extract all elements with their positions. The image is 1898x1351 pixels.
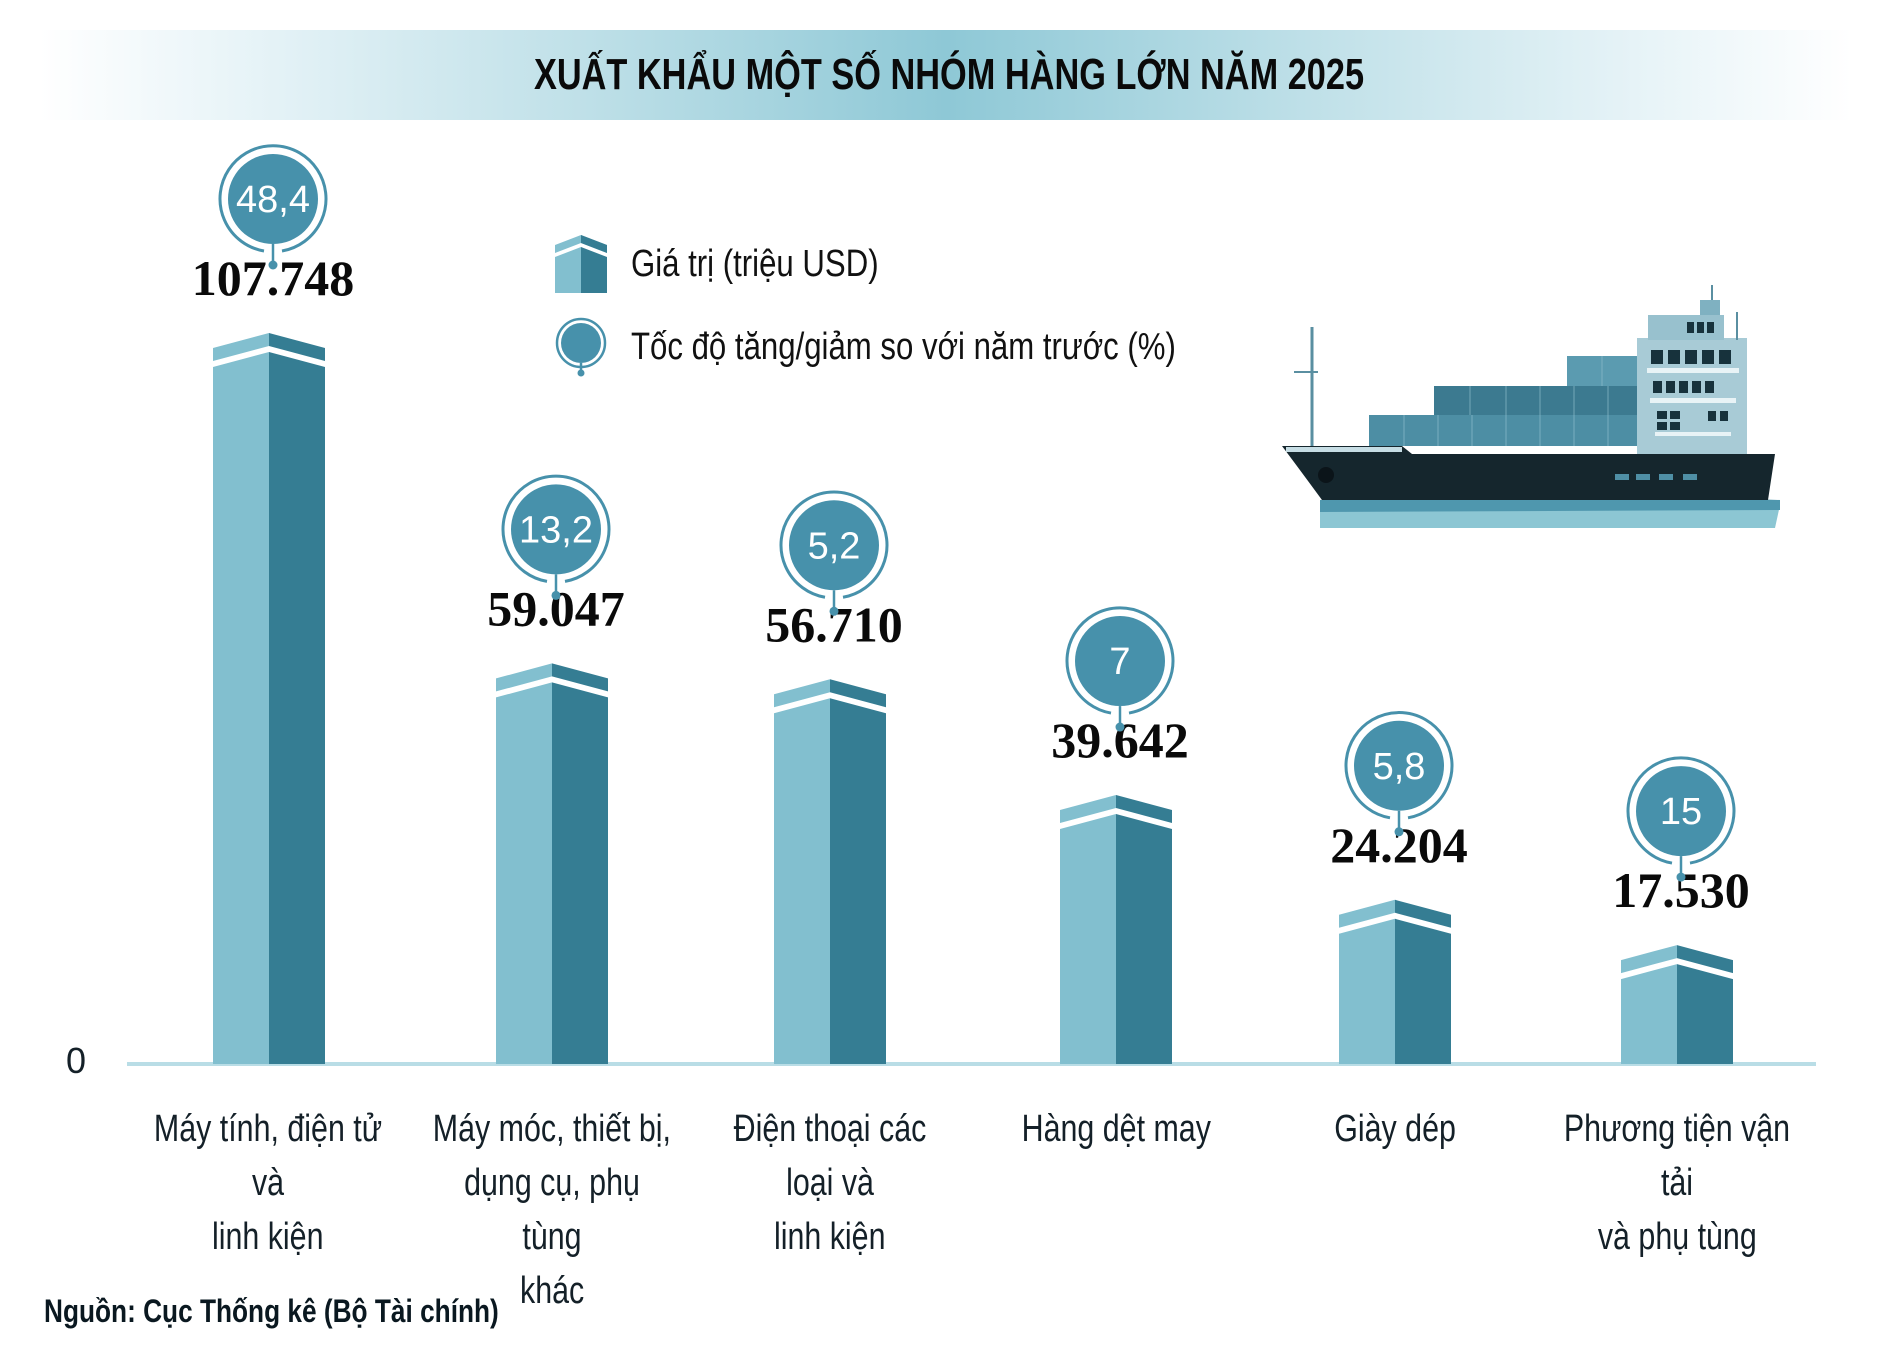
bar-body-right [269,352,325,1064]
bar-cap-right [552,663,608,692]
badge-stem-dot [1676,872,1686,882]
badge-stem-dot [551,590,561,600]
x-category-label-line: và phụ tùng [1597,1216,1757,1258]
bar-body-left [774,698,830,1064]
bar-1: 59.047 [487,580,625,1064]
title-banner [40,30,1852,120]
bar-body-right [1116,814,1172,1064]
y-tick-label-0: 0 [66,1040,87,1081]
bar-body-right [1395,918,1451,1064]
growth-badge: 15 [1626,756,1736,882]
bar-5: 17.530 [1612,862,1750,1064]
source-note: Nguồn: Cục Thống kê (Bộ Tài chính) [44,1293,499,1329]
bar-body-right [552,682,608,1064]
legend-item-value: Giá trị (triệu USD) [555,235,933,293]
bar-body-right [1677,964,1733,1064]
bar-body-right [830,698,886,1064]
growth-badge: 7 [1065,606,1175,732]
growth-badge-label: 15 [1660,791,1702,833]
bar-cap-left [774,679,830,708]
bar-cap-left [1621,945,1677,974]
badge-stem-dot [1115,722,1125,732]
x-category-label-line: khác [519,1270,585,1312]
bar-cap-right [1395,899,1451,928]
bar-cap-left [496,663,552,692]
growth-badge-legend-icon [555,317,607,377]
badge-stem-dot [1394,827,1404,837]
container-ship-icon [1282,285,1780,528]
x-category-label-line: Máy móc, thiết bị, [432,1108,672,1150]
bar-cap-left [1339,899,1395,928]
bar-body-left [213,352,269,1064]
x-category-label-line: linh kiện [212,1216,324,1258]
bar-cap-right [1116,795,1172,824]
bar-cap-right [830,679,886,708]
growth-badge-label: 5,8 [1373,746,1426,788]
x-category-label-line: Máy tính, điện tử và [153,1108,383,1204]
x-category-label: Hàng dệt may [966,1102,1266,1156]
growth-badge: 5,8 [1344,711,1454,837]
x-category-label-line: Phương tiện vận tải [1563,1108,1791,1204]
bar-cap-right [269,333,325,361]
x-category-label-line: Điện thoại các loại và [733,1108,927,1204]
bar-body-left [1339,918,1395,1064]
bar-4: 24.204 [1330,817,1468,1064]
growth-badge-label: 13,2 [519,509,593,551]
bar-body-left [496,682,552,1064]
growth-badge: 48,4 [218,144,328,270]
legend-label-value: Giá trị (triệu USD) [631,242,879,285]
growth-badge: 13,2 [501,474,611,600]
growth-badge-label: 48,4 [236,179,310,221]
bar-3: 39.642 [1051,712,1189,1064]
x-category-label-line: Giày dép [1334,1108,1456,1150]
bar-2: 56.710 [765,596,903,1064]
bar-cap-left [213,333,269,361]
x-category-label-line: dụng cụ, phụ tùng [464,1162,640,1258]
x-category-label-line: linh kiện [774,1216,886,1258]
badge-stem-dot [268,260,278,270]
legend-item-growth: Tốc độ tăng/giảm so với năm trước (%) [555,317,1295,377]
bar-body-left [1621,964,1677,1064]
bar-cap-right [1677,945,1733,974]
x-category-label: Điện thoại các loại và linh kiện [680,1102,980,1264]
bar-legend-icon [555,235,607,293]
x-category-label: Máy móc, thiết bị, dụng cụ, phụ tùng khác [402,1102,702,1318]
bar-cap-left [1060,795,1116,824]
growth-badge-label: 7 [1109,641,1130,683]
x-category-label: Phương tiện vận tải và phụ tùng [1527,1102,1827,1264]
x-category-label: Giày dép [1245,1102,1545,1156]
chart-title: XUẤT KHẨU MỘT SỐ NHÓM HÀNG LỚN NĂM 2025 [533,50,1365,99]
legend-label-growth: Tốc độ tăng/giảm so với năm trước (%) [631,325,1176,368]
bar-0: 107.748 [192,250,354,1064]
bar-body-left [1060,814,1116,1064]
x-category-label-line: Hàng dệt may [1021,1108,1211,1150]
badge-stem-dot [829,606,839,616]
growth-badge-label: 5,2 [808,525,861,567]
x-category-label: Máy tính, điện tử và linh kiện [118,1102,418,1264]
growth-badge: 5,2 [779,490,889,616]
